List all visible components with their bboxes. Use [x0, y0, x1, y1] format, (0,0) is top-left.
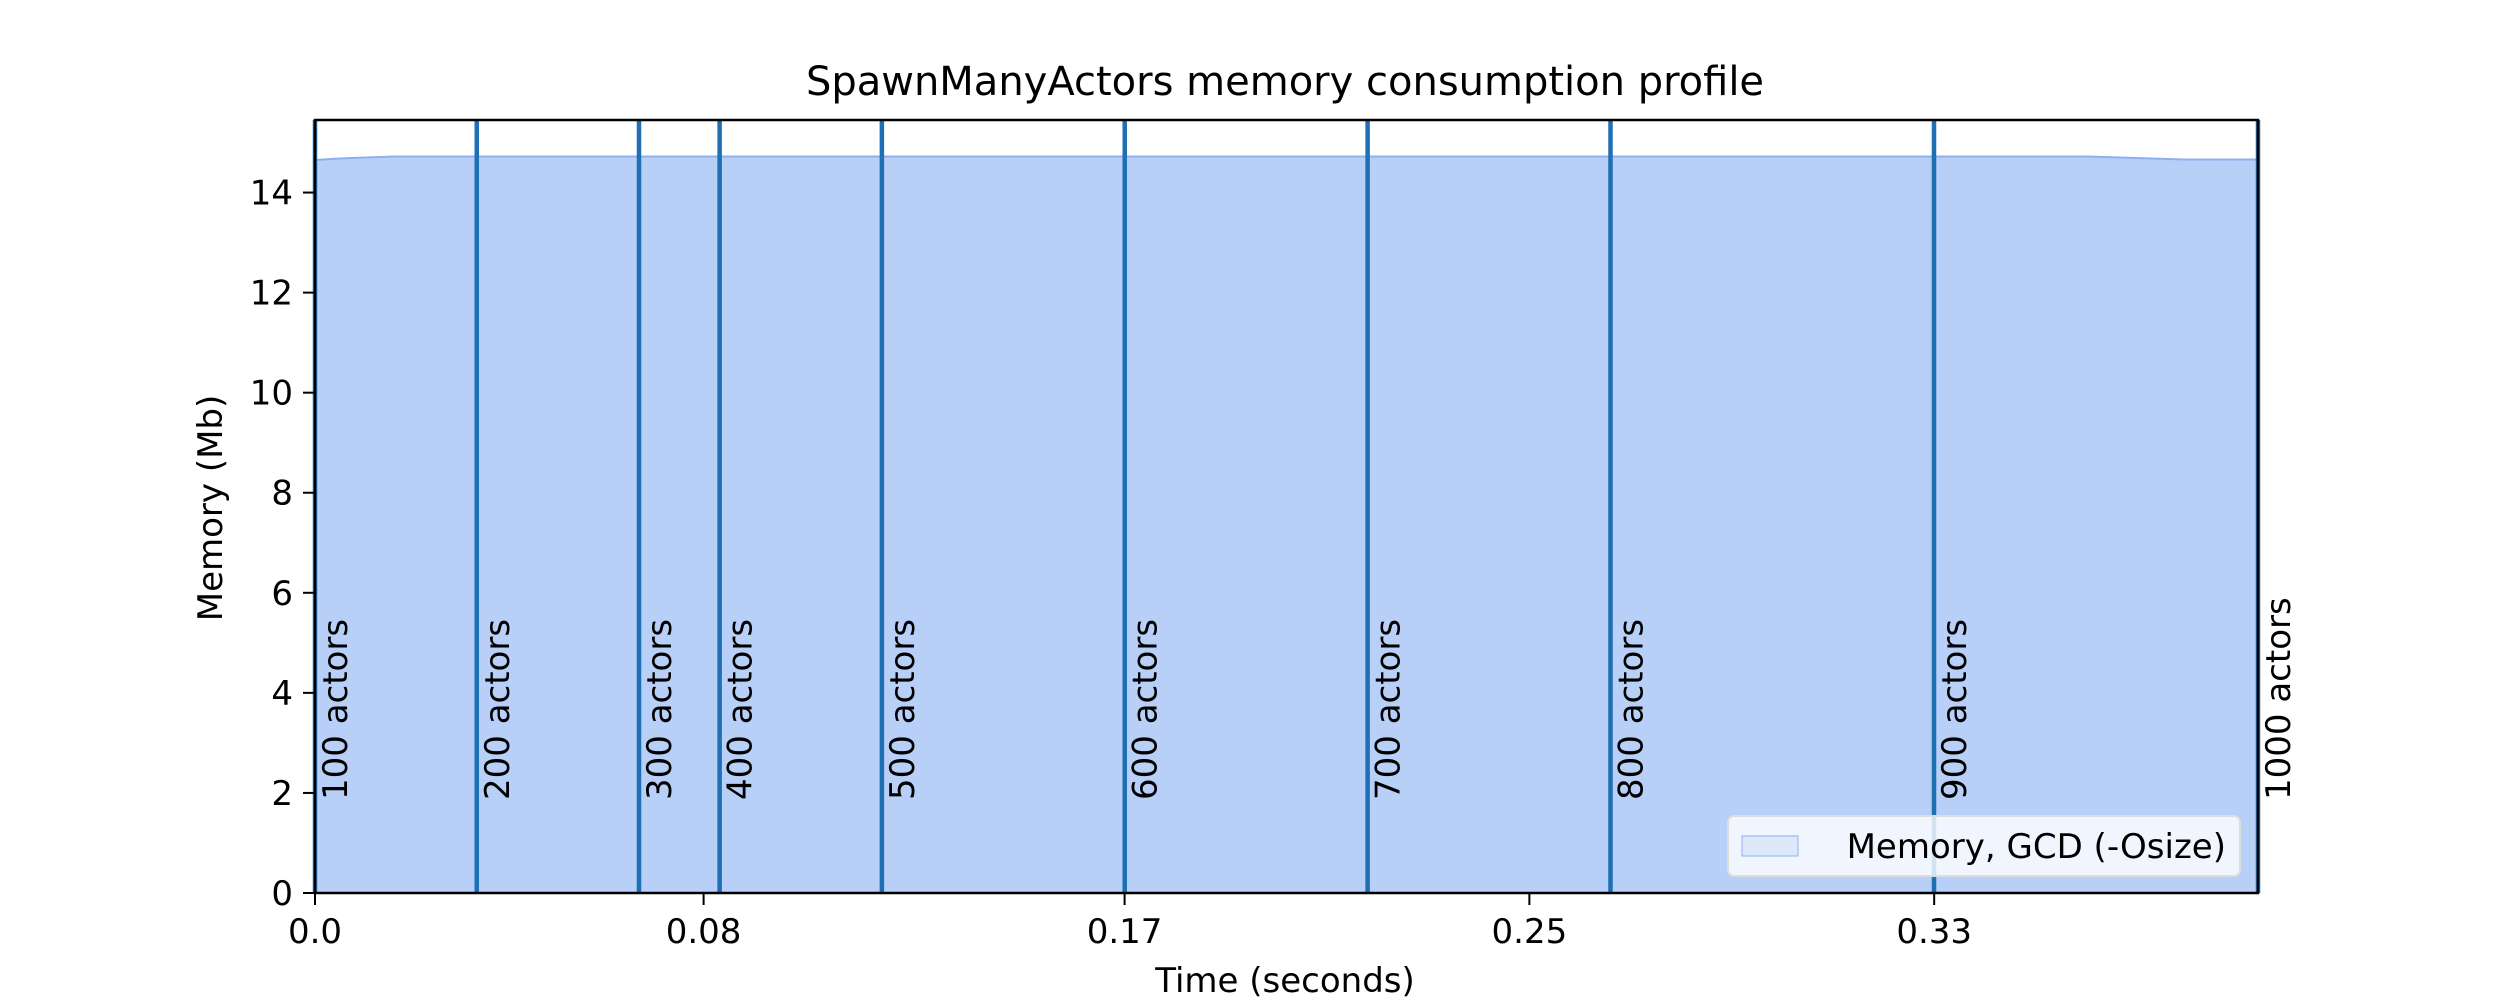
x-tick-label: 0.33 [1896, 912, 1972, 952]
x-tick-label: 0.08 [666, 912, 742, 952]
x-axis-label: Time (seconds) [1154, 961, 1415, 1000]
y-axis-label: Memory (Mb) [191, 395, 231, 622]
y-tick-label: 10 [250, 374, 293, 414]
marker-label: 600 actors [1126, 619, 1166, 800]
tick-layer: 0.0 0.08 0.17 0.25 0.33 0 2 4 6 8 10 12 14 [250, 174, 1972, 952]
marker-label: 800 actors [1611, 619, 1651, 800]
memory-area-series [315, 156, 2258, 893]
marker-label: 900 actors [1935, 619, 1975, 800]
y-tick-label: 14 [250, 174, 293, 214]
plot-frame [313, 118, 2260, 895]
memory-area-edge [314, 155, 2258, 162]
area-layer [314, 155, 2258, 893]
x-tick-label: 0.25 [1492, 912, 1568, 952]
legend-swatch [1741, 835, 1799, 857]
y-tick-label: 8 [271, 474, 293, 514]
x-tick-label: 0.0 [288, 912, 342, 952]
marker-label: 400 actors [721, 619, 761, 800]
marker-label: 1000 actors [2259, 597, 2299, 800]
y-tick-label: 4 [271, 674, 293, 714]
x-tick-label: 0.17 [1087, 912, 1163, 952]
y-tick-label: 6 [271, 574, 293, 614]
y-tick-label: 12 [250, 274, 293, 314]
marker-label: 500 actors [883, 619, 923, 800]
legend: Memory, GCD (-Osize) [1727, 815, 2241, 877]
marker-label: 200 actors [478, 619, 518, 800]
marker-label: 100 actors [316, 619, 356, 800]
legend-label: Memory, GCD (-Osize) [1847, 827, 2226, 867]
y-tick-label: 2 [271, 774, 293, 814]
chart-title: SpawnManyActors memory consumption profi… [806, 59, 1764, 105]
marker-layer: 100 actors 200 actors 300 actors 400 actors… [312, 120, 2299, 893]
marker-label: 700 actors [1369, 619, 1409, 800]
legend-box [1727, 815, 2241, 877]
marker-label: 300 actors [640, 619, 680, 800]
y-tick-label: 0 [271, 874, 293, 914]
